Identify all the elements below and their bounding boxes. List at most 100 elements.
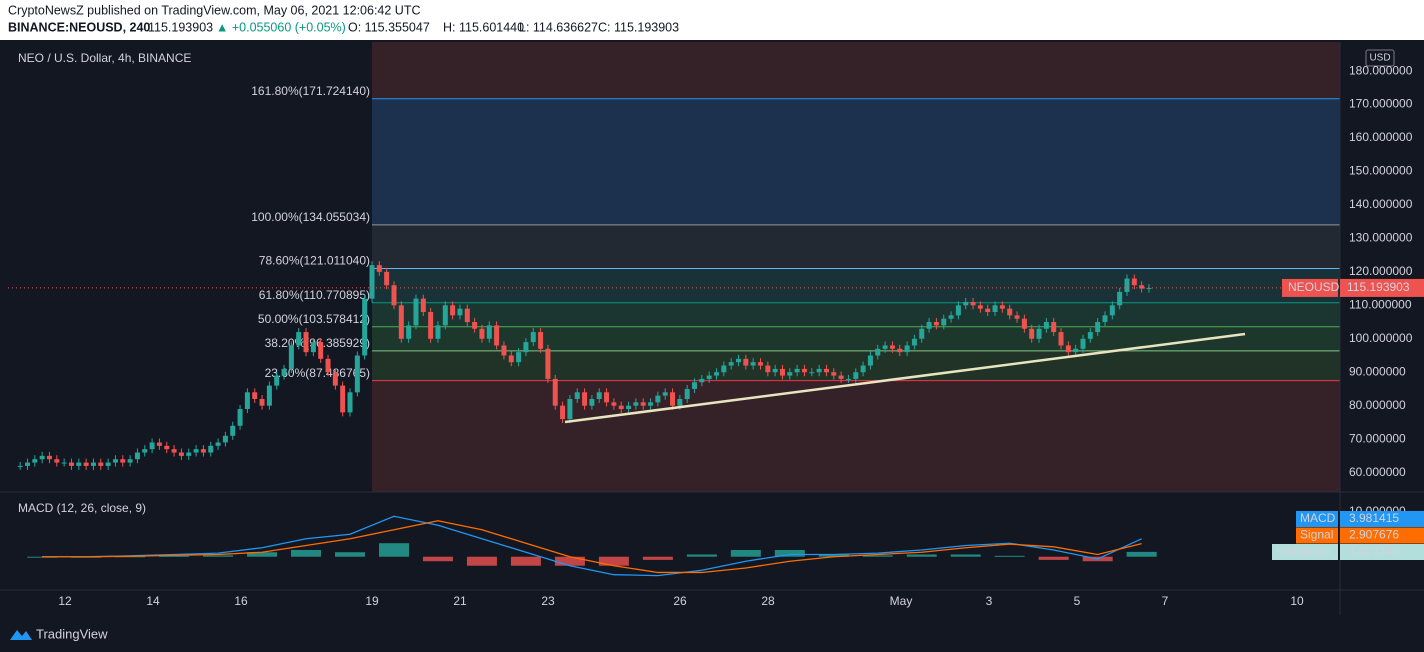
logo (10, 630, 32, 640)
candle (1109, 305, 1115, 316)
candle (259, 398, 265, 406)
candle (303, 332, 309, 353)
legend-name-bg (1272, 544, 1338, 560)
legend-name: Signal (1300, 528, 1333, 542)
candle (413, 298, 419, 326)
candle (545, 348, 551, 379)
candle (838, 375, 844, 379)
y-tick-label: 130.000000 (1349, 231, 1413, 245)
candle (897, 348, 903, 353)
histogram-bar (554, 556, 585, 566)
candle (149, 442, 155, 450)
histogram-bar (862, 555, 893, 557)
candle (457, 308, 463, 316)
histogram-bar (730, 549, 761, 557)
candle (816, 368, 822, 373)
candle (1014, 315, 1020, 319)
candle (626, 405, 632, 410)
last-price-bg (1340, 278, 1424, 297)
candle (999, 305, 1005, 309)
candle (296, 332, 302, 346)
y-tick-label: 100.000000 (1349, 331, 1413, 345)
candle (90, 462, 96, 466)
candle (215, 442, 221, 446)
candle (1073, 348, 1079, 353)
histogram-bar (642, 556, 673, 560)
x-tick-label: 26 (673, 594, 687, 608)
fib-label: 23.60%(87.486765) (265, 366, 370, 380)
candle (1007, 308, 1013, 316)
candle (831, 372, 837, 376)
candle (516, 352, 522, 363)
candle (472, 322, 478, 329)
candle (120, 459, 126, 463)
candle (17, 465, 23, 467)
candle (750, 362, 756, 366)
candle (354, 355, 360, 393)
fib-zone (372, 302, 1340, 327)
candle (1029, 328, 1035, 339)
candle (508, 355, 514, 363)
y-tick-label: 80.000000 (1349, 398, 1406, 412)
histogram-bar (422, 556, 453, 562)
publisher: CryptoNewsZ published on TradingView.com… (8, 3, 421, 17)
candle (670, 392, 676, 406)
candle (244, 392, 250, 410)
x-tick-label: 7 (1162, 594, 1169, 608)
fib-zone (372, 224, 1340, 269)
histogram-bar (159, 555, 190, 557)
candle (398, 305, 404, 339)
legend-name: Histogram (1276, 544, 1331, 558)
fib-zone (372, 98, 1340, 225)
y-tick-label: 170.000000 (1349, 97, 1413, 111)
candle (450, 305, 456, 316)
candle (963, 301, 969, 306)
x-tick-label: 3 (986, 594, 993, 608)
candle (46, 455, 52, 460)
close: C: 115.193903 (598, 20, 679, 34)
candle (721, 365, 727, 373)
fib-label: 161.80%(171.724140) (251, 84, 370, 98)
y-tick-label: 180.000000 (1349, 63, 1413, 77)
candle (618, 405, 624, 410)
candle (61, 462, 67, 464)
candle (237, 409, 243, 426)
candle (706, 375, 712, 379)
candle (1139, 285, 1145, 289)
candle (919, 328, 925, 339)
candle (442, 305, 448, 326)
legend-value: 1.073740 (1349, 544, 1399, 558)
histogram-bar (774, 549, 805, 557)
macd-title: MACD (12, 26, close, 9) (18, 501, 146, 515)
candle (1021, 318, 1027, 329)
histogram-bar (203, 555, 234, 557)
currency-box (1365, 49, 1395, 67)
candle (435, 325, 441, 339)
candle (76, 462, 82, 466)
candle (1051, 322, 1057, 333)
x-tick-label: 10 (1290, 594, 1304, 608)
candle (933, 322, 939, 326)
candle (332, 372, 338, 386)
legend-value-bg (1340, 511, 1424, 527)
histogram-bar (466, 556, 497, 566)
y-tick-label: 90.000000 (1349, 364, 1406, 378)
candle (39, 455, 45, 460)
candle (867, 355, 873, 366)
candle (714, 372, 720, 376)
candle (266, 385, 272, 406)
trend-line (564, 332, 1246, 424)
x-tick-label: 21 (453, 594, 467, 608)
fib-zone (372, 380, 1340, 492)
candle (640, 402, 646, 406)
candle (325, 358, 331, 373)
macd-line (42, 515, 1142, 577)
candle (1095, 322, 1101, 333)
candle (68, 462, 74, 466)
candle (112, 459, 118, 463)
candle (230, 425, 236, 436)
y-tick-label: 120.000000 (1349, 264, 1413, 278)
candle (1131, 278, 1137, 286)
candle (376, 265, 382, 272)
candle (560, 405, 566, 420)
